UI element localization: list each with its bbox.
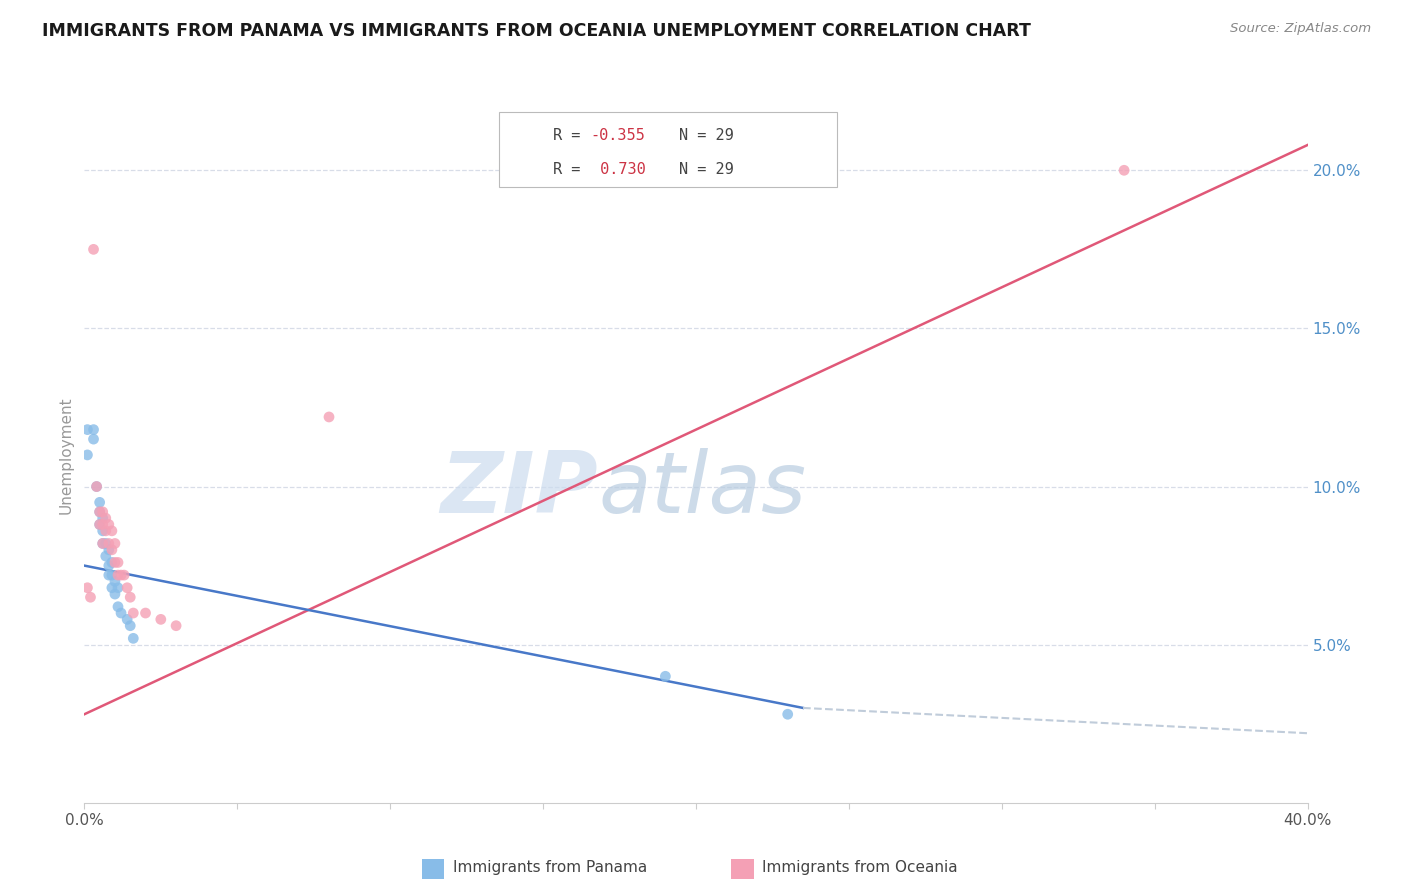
Point: [101, 568, 124, 582]
Text: R =: R =: [553, 128, 589, 143]
Point: [83, 243, 105, 257]
Point: [91, 524, 114, 538]
Point: [86, 479, 108, 493]
Point: [120, 591, 142, 605]
Point: [101, 542, 124, 557]
Point: [94, 524, 117, 538]
Point: [149, 612, 172, 626]
Point: [76, 581, 98, 595]
Point: [89, 517, 111, 532]
Point: [104, 574, 127, 589]
Point: [91, 536, 114, 550]
Point: [110, 606, 132, 620]
Text: atlas: atlas: [598, 448, 806, 532]
Point: [83, 432, 105, 446]
Point: [91, 511, 114, 525]
Point: [97, 568, 120, 582]
Point: [89, 517, 111, 532]
Point: [76, 423, 98, 437]
Text: N = 29: N = 29: [679, 162, 734, 177]
Point: [107, 568, 129, 582]
Point: [165, 618, 187, 632]
Point: [97, 536, 120, 550]
Point: [318, 409, 340, 424]
Point: [91, 505, 114, 519]
Text: Immigrants from Oceania: Immigrants from Oceania: [762, 861, 957, 875]
Point: [76, 448, 98, 462]
Point: [104, 536, 127, 550]
Point: [101, 581, 124, 595]
Point: [110, 568, 132, 582]
Point: [120, 618, 142, 632]
Text: N = 29: N = 29: [679, 128, 734, 143]
Point: [107, 599, 129, 614]
Point: [107, 581, 129, 595]
Point: [104, 587, 127, 601]
Point: [94, 536, 117, 550]
Point: [91, 536, 114, 550]
Point: [94, 549, 117, 563]
Point: [101, 556, 124, 570]
Text: R =: R =: [553, 162, 589, 177]
Point: [101, 524, 124, 538]
Point: [86, 479, 108, 493]
Point: [79, 591, 101, 605]
Point: [94, 511, 117, 525]
Point: [115, 581, 138, 595]
Y-axis label: Unemployment: Unemployment: [58, 396, 73, 514]
Point: [112, 568, 135, 582]
Point: [97, 517, 120, 532]
Point: [89, 495, 111, 509]
Point: [1114, 163, 1136, 178]
Point: [104, 556, 127, 570]
Text: IMMIGRANTS FROM PANAMA VS IMMIGRANTS FROM OCEANIA UNEMPLOYMENT CORRELATION CHART: IMMIGRANTS FROM PANAMA VS IMMIGRANTS FRO…: [42, 22, 1031, 40]
Point: [83, 423, 105, 437]
Point: [135, 606, 157, 620]
Point: [97, 542, 120, 557]
Text: -0.355: -0.355: [591, 128, 645, 143]
Point: [89, 505, 111, 519]
Point: [89, 505, 111, 519]
Point: [107, 556, 129, 570]
Point: [97, 558, 120, 573]
Point: [91, 517, 114, 532]
Point: [122, 606, 145, 620]
Point: [115, 612, 138, 626]
Text: ZIP: ZIP: [440, 448, 598, 532]
Point: [122, 632, 145, 646]
Text: Immigrants from Panama: Immigrants from Panama: [453, 861, 647, 875]
Point: [776, 707, 799, 722]
Text: Source: ZipAtlas.com: Source: ZipAtlas.com: [1230, 22, 1371, 36]
Text: 0.730: 0.730: [591, 162, 645, 177]
Point: [654, 669, 676, 683]
